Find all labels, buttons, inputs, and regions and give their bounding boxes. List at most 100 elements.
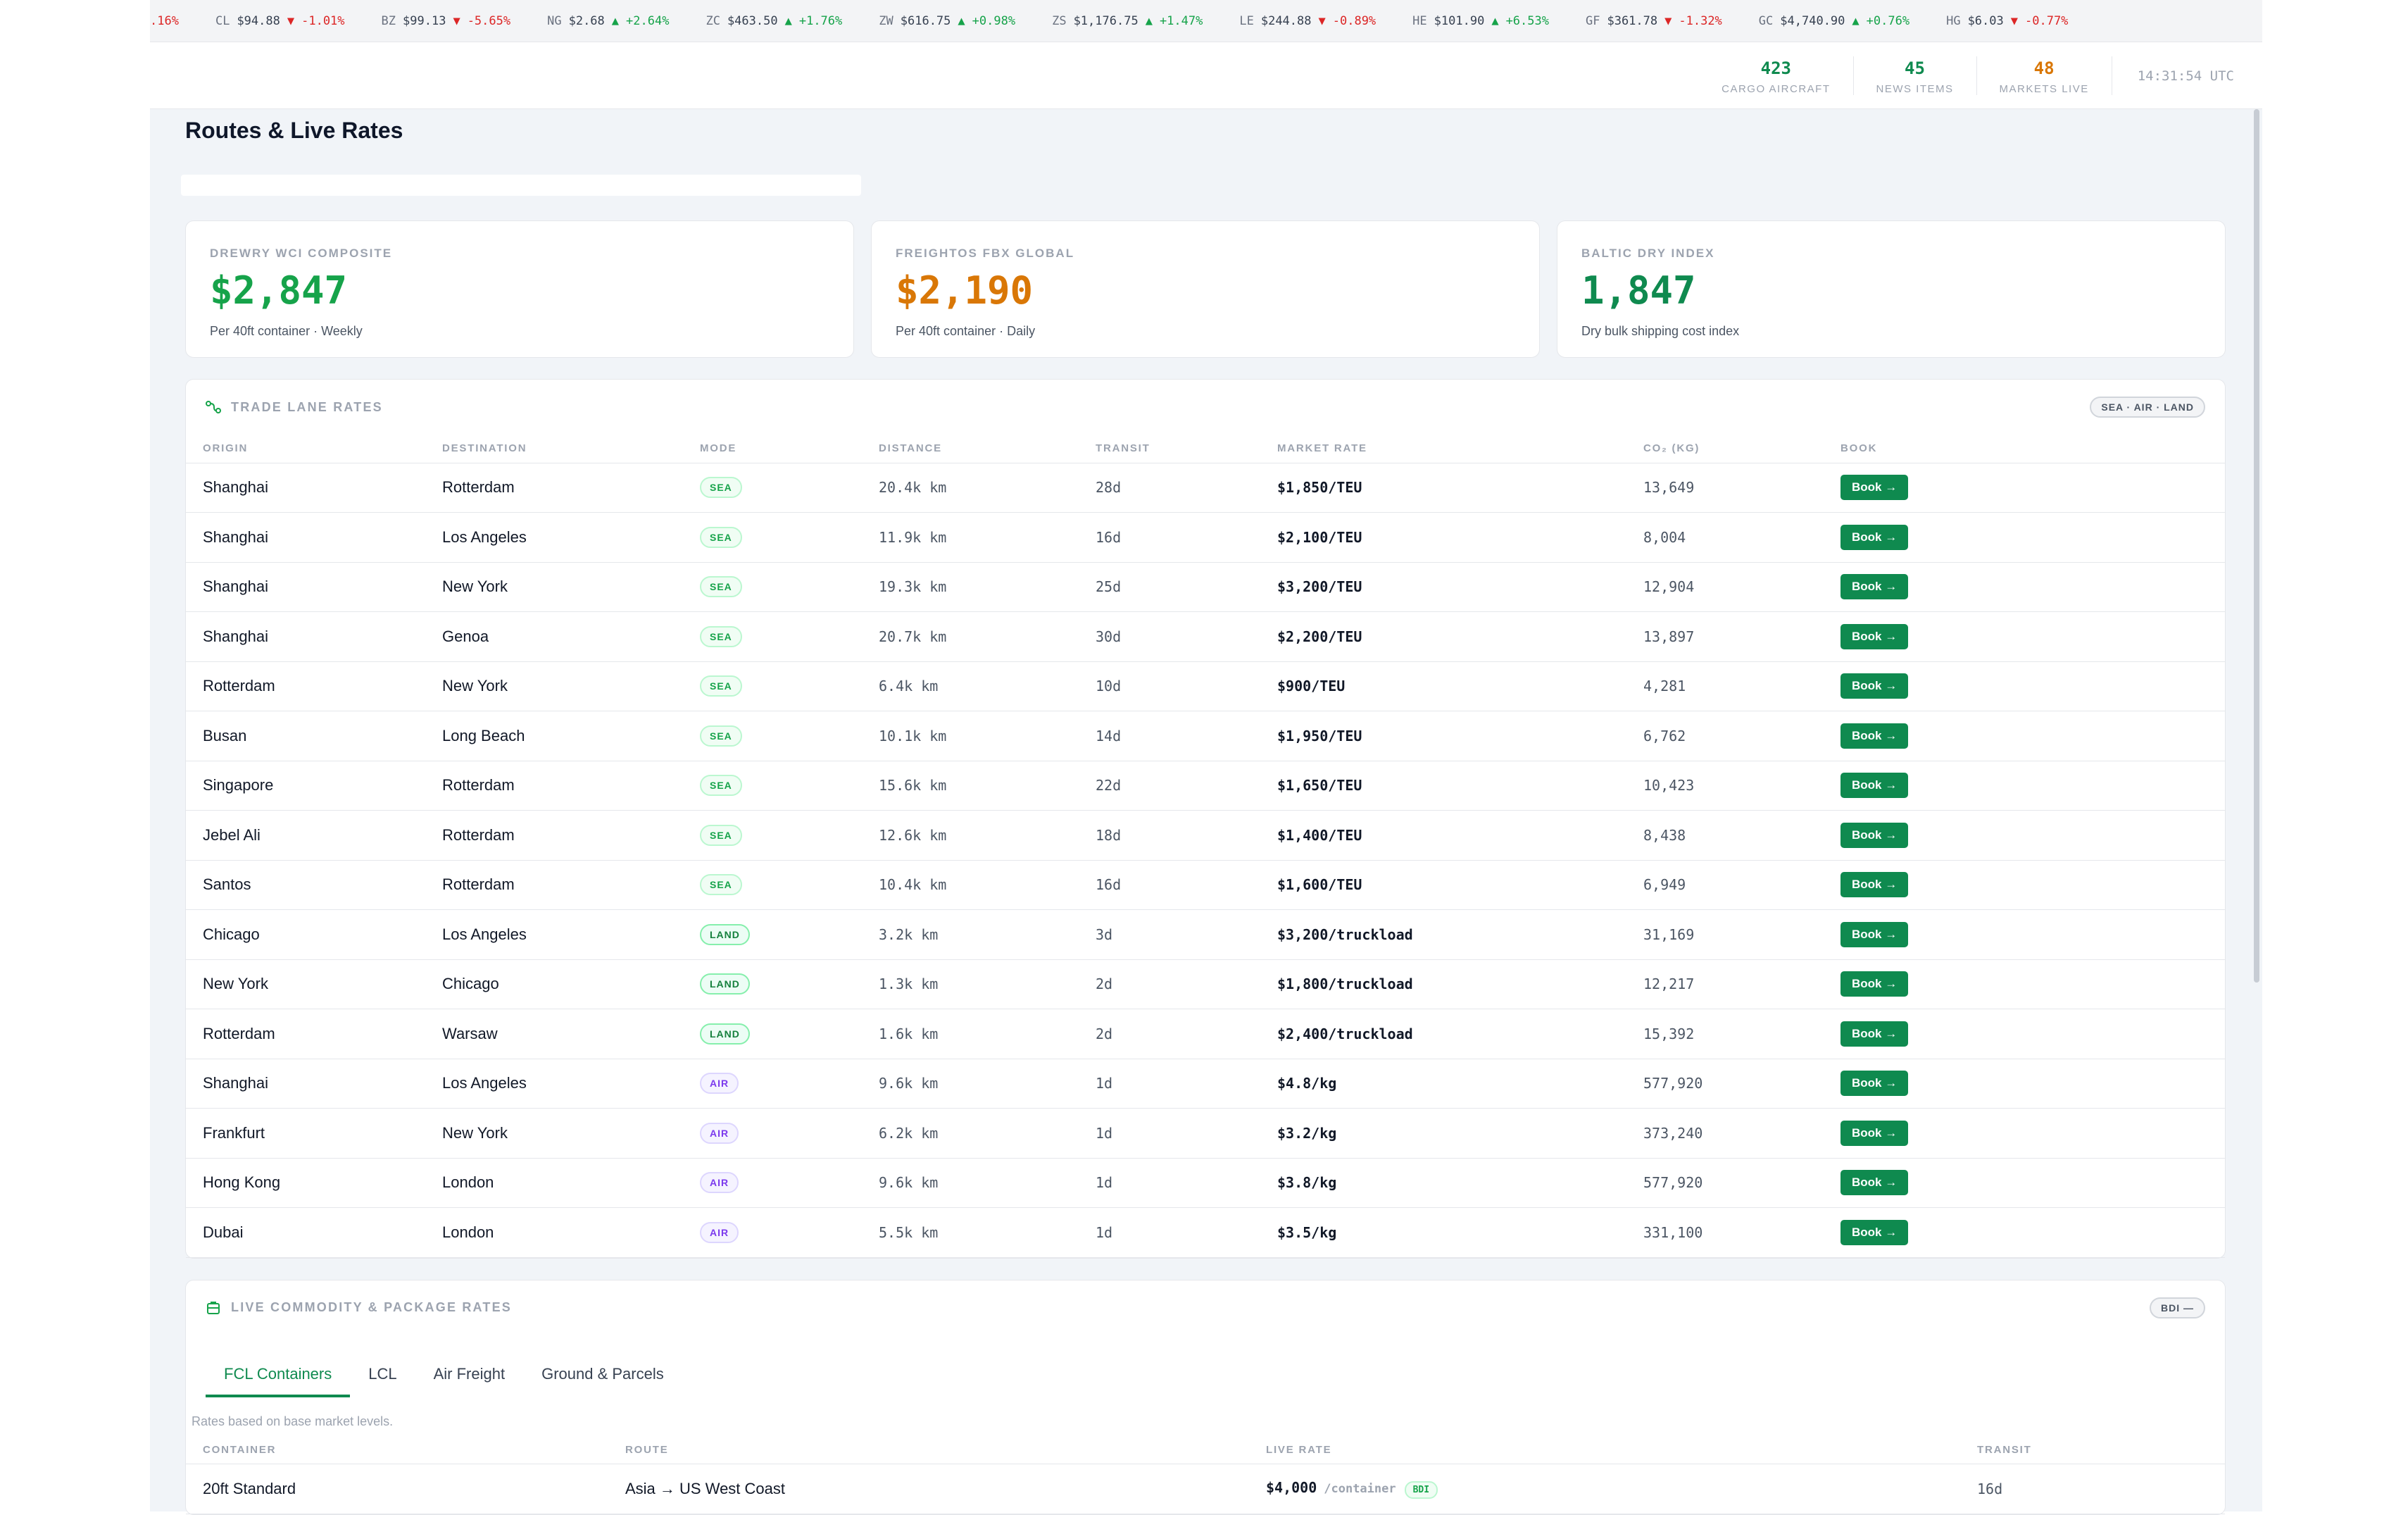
mode-badge: SEA xyxy=(700,874,742,896)
book-button[interactable]: Book → xyxy=(1841,1170,1909,1196)
rate-cell: $2,100/TEU xyxy=(1260,512,1626,563)
mode-cell: SEA xyxy=(683,562,862,612)
book-button[interactable]: Book → xyxy=(1841,723,1909,749)
transit-cell: 1d xyxy=(1079,1158,1260,1208)
column-header[interactable]: CO₂ (KG) xyxy=(1626,435,1824,463)
ticker-item: HE $101.90 ▲ +6.53% xyxy=(1412,14,1549,28)
co2-cell: 4,281 xyxy=(1626,661,1824,711)
book-button[interactable]: Book → xyxy=(1841,1021,1909,1047)
book-button[interactable]: Book → xyxy=(1841,921,1909,947)
book-button[interactable]: Book → xyxy=(1841,623,1909,649)
tab-ground-parcels[interactable]: Ground & Parcels xyxy=(541,1364,664,1383)
ticker-item: ZC $463.50 ▲ +1.76% xyxy=(706,14,842,28)
transit-cell: 28d xyxy=(1079,463,1260,513)
trade-lane-table: ORIGIN DESTINATION MODE DISTANCE TRANSIT MARK… xyxy=(186,435,2225,1258)
origin-cell: Shanghai xyxy=(186,1059,425,1109)
column-header[interactable]: MODE xyxy=(683,435,862,463)
co2-cell: 10,423 xyxy=(1626,761,1824,811)
co2-cell: 31,169 xyxy=(1626,909,1824,960)
distance-cell: 19.3k km xyxy=(862,562,1079,612)
book-button[interactable]: Book → xyxy=(1841,524,1909,550)
commodity-header: LIVE COMMODITY & PACKAGE RATES BDI — xyxy=(186,1280,2225,1335)
mode-cell: SEA xyxy=(683,463,862,513)
book-cell: Book → xyxy=(1824,810,2225,861)
book-button[interactable]: Book → xyxy=(1841,1219,1909,1245)
commodity-title: LIVE COMMODITY & PACKAGE RATES xyxy=(231,1300,513,1314)
tab-lcl[interactable]: LCL xyxy=(368,1364,397,1383)
distance-cell: 5.5k km xyxy=(862,1207,1079,1258)
container-cell: 20ft Standard xyxy=(186,1464,608,1514)
rate-cell: $3.8/kg xyxy=(1260,1158,1626,1208)
origin-cell: Shanghai xyxy=(186,463,425,513)
ticker-change: +0.98% xyxy=(972,13,1016,28)
app-root: .16% CL $94.88 ▼ -1.01% BZ $99.13 ▼ -5.65% NG $2.6… xyxy=(150,0,2262,1515)
mode-cell: SEA xyxy=(683,661,862,711)
transit-cell: 1d xyxy=(1079,1207,1260,1258)
co2-cell: 577,920 xyxy=(1626,1059,1824,1109)
ticker-item: NG $2.68 ▲ +2.64% xyxy=(547,14,669,28)
destination-cell: Long Beach xyxy=(425,711,683,761)
book-button[interactable]: Book → xyxy=(1841,872,1909,898)
destination-cell: New York xyxy=(425,1108,683,1159)
arrow-up-icon: ▲ xyxy=(1145,13,1153,28)
book-button[interactable]: Book → xyxy=(1841,475,1909,501)
co2-cell: 8,004 xyxy=(1626,512,1824,563)
index-card-value: $2,190 xyxy=(896,268,1034,313)
transit-cell: 16d xyxy=(1079,860,1260,910)
origin-cell: Dubai xyxy=(186,1207,425,1258)
table-row: Shanghai Los Angeles SEA 11.9k km 16d $2,100/… xyxy=(186,512,2225,563)
ticker-symbol: HG xyxy=(1946,13,1961,28)
mode-filter-pill[interactable]: SEA · AIR · LAND xyxy=(2090,397,2205,418)
rates-note: Rates based on base market levels. xyxy=(192,1414,394,1428)
co2-cell: 13,897 xyxy=(1626,611,1824,662)
mode-badge: SEA xyxy=(700,675,742,697)
distance-cell: 20.4k km xyxy=(862,463,1079,513)
ticker-price: $1,176.75 xyxy=(1073,13,1139,28)
ticker-item: ZW $616.75 ▲ +0.98% xyxy=(879,14,1015,28)
tab-air-freight[interactable]: Air Freight xyxy=(433,1364,506,1383)
origin-cell: Hong Kong xyxy=(186,1158,425,1208)
column-header[interactable]: CONTAINER xyxy=(186,1435,608,1464)
rate-cell: $2,200/TEU xyxy=(1260,611,1626,662)
stat-number: 48 xyxy=(2033,58,2055,78)
ticker-symbol: ZW xyxy=(879,13,893,28)
column-header[interactable]: MARKET RATE xyxy=(1260,435,1626,463)
commodity-table: CONTAINER ROUTE LIVE RATE TRANSIT 20ft Stan… xyxy=(186,1435,2225,1514)
arrow-down-icon: ▼ xyxy=(2010,13,2018,28)
rate-cell: $1,950/TEU xyxy=(1260,711,1626,761)
tab-fcl-containers[interactable]: FCL Containers xyxy=(206,1365,351,1397)
stat-block: 48 MARKETS LIVE xyxy=(1977,56,2112,95)
ticker-price: $94.88 xyxy=(237,13,280,28)
book-cell: Book → xyxy=(1824,860,2225,910)
book-button[interactable]: Book → xyxy=(1841,673,1909,699)
ticker-change: +2.64% xyxy=(626,13,670,28)
column-header[interactable]: BOOK xyxy=(1824,435,2225,463)
book-button[interactable]: Book → xyxy=(1841,1120,1909,1146)
column-header[interactable]: LIVE RATE xyxy=(1249,1435,1960,1464)
book-button[interactable]: Book → xyxy=(1841,574,1909,600)
column-header[interactable]: TRANSIT xyxy=(1079,435,1260,463)
mode-badge: SEA xyxy=(700,775,742,797)
ticker-change: .16% xyxy=(150,13,179,28)
mode-badge: LAND xyxy=(700,923,750,945)
book-button[interactable]: Book → xyxy=(1841,1071,1909,1097)
table-row: Jebel Ali Rotterdam SEA 12.6k km 18d $1,400/T… xyxy=(186,810,2225,861)
column-header[interactable]: TRANSIT xyxy=(1960,1435,2225,1464)
utc-clock: 14:31:54 UTC xyxy=(2137,68,2234,84)
page-scrollbar[interactable] xyxy=(2254,109,2259,983)
trade-lane-title: TRADE LANE RATES xyxy=(231,399,383,414)
stats-bar: 423 CARGO AIRCRAFT 45 NEWS ITEMS 48 MARKETS L… xyxy=(150,42,2262,109)
column-header[interactable]: ORIGIN xyxy=(186,435,425,463)
column-header[interactable]: DISTANCE xyxy=(862,435,1079,463)
rate-cell: $3,200/truckload xyxy=(1260,909,1626,960)
book-button[interactable]: Book → xyxy=(1841,971,1909,997)
mode-badge: SEA xyxy=(700,576,742,598)
book-button[interactable]: Book → xyxy=(1841,773,1909,799)
book-button[interactable]: Book → xyxy=(1841,822,1909,848)
column-header[interactable]: ROUTE xyxy=(608,1435,1249,1464)
table-row: Shanghai Rotterdam SEA 20.4k km 28d $1,850/TE… xyxy=(186,463,2225,513)
column-header[interactable]: DESTINATION xyxy=(425,435,683,463)
mode-badge: AIR xyxy=(700,1221,739,1243)
transit-cell: 2d xyxy=(1079,1009,1260,1059)
destination-cell: London xyxy=(425,1207,683,1258)
